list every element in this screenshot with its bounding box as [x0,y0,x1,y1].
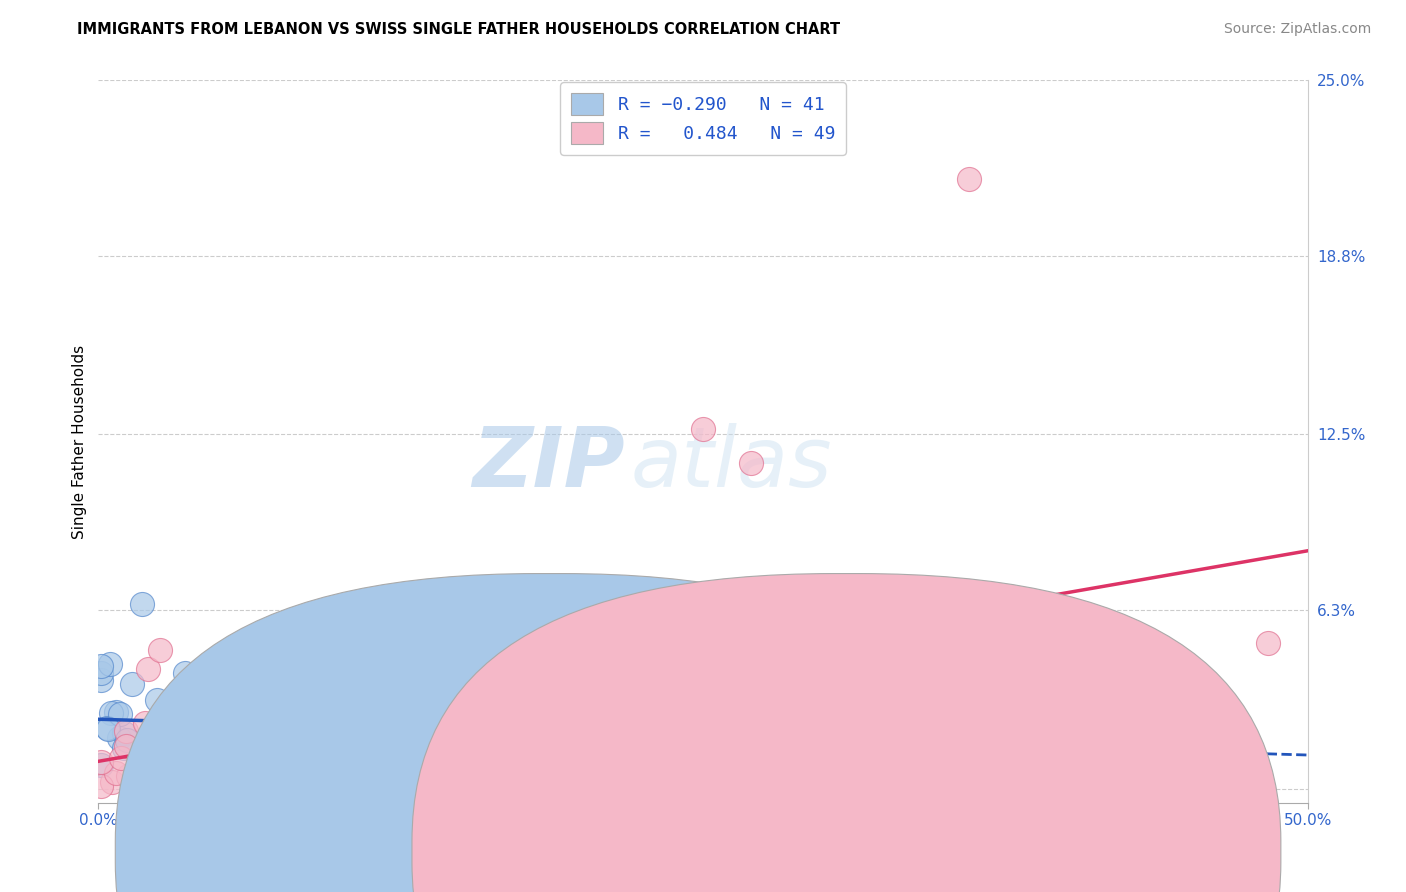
Point [142,747,165,762]
Point [364,724,387,739]
Point [225,752,247,766]
Point [821,661,844,675]
Point [250,726,273,740]
Point [117,733,139,747]
Point [478,685,501,699]
Point [98,657,121,671]
Point [725,715,748,730]
Point [174,711,197,725]
Point [90,779,112,793]
Point [422,721,444,735]
Point [224,696,246,710]
Point [759,645,782,659]
Point [252,777,274,791]
Point [134,715,156,730]
Text: atlas: atlas [630,423,832,504]
Point [104,705,127,719]
Point [844,715,866,730]
Point [1105,641,1128,656]
Point [110,751,132,765]
Point [262,747,284,762]
Point [172,779,194,793]
Point [186,738,208,752]
Point [249,748,271,763]
Point [619,648,641,662]
Point [96,721,118,735]
Point [90,673,112,687]
Point [149,642,172,657]
Point [946,615,969,630]
Point [134,773,156,788]
Point [342,669,364,683]
Point [219,779,242,793]
Point [198,779,221,793]
Point [90,658,112,673]
Point [1149,682,1171,697]
Point [630,697,652,711]
Point [181,779,204,793]
Point [104,765,127,780]
Point [195,716,218,731]
Point [117,769,139,783]
Point [316,719,339,733]
Point [90,758,112,772]
Point [112,741,135,756]
Point [128,779,150,793]
Point [408,779,430,793]
Point [160,735,183,749]
Point [186,738,208,752]
Legend: R = −0.290   N = 41, R =   0.484   N = 49: R = −0.290 N = 41, R = 0.484 N = 49 [560,82,846,155]
Point [804,779,827,793]
Point [100,775,122,789]
Point [121,677,143,691]
Point [1035,640,1057,655]
Point [90,755,112,769]
Point [114,739,136,754]
Point [174,665,197,680]
Point [112,726,135,740]
Point [262,745,284,759]
Point [526,725,548,739]
Point [229,768,252,782]
Point [108,731,131,745]
Point [110,707,132,722]
Point [159,706,181,720]
Point [232,779,254,793]
Point [225,733,247,747]
Point [957,172,980,186]
Point [297,754,319,768]
Point [531,716,554,731]
Point [329,631,352,645]
Point [146,693,169,707]
Point [136,662,159,676]
Point [100,706,122,721]
Point [692,422,714,436]
Point [184,690,207,705]
Point [553,681,575,695]
Text: IMMIGRANTS FROM LEBANON VS SWISS SINGLE FATHER HOUSEHOLDS CORRELATION CHART: IMMIGRANTS FROM LEBANON VS SWISS SINGLE … [77,22,841,37]
Point [132,779,155,793]
Point [167,720,190,734]
Point [114,723,136,738]
Point [122,779,145,793]
Text: Source: ZipAtlas.com: Source: ZipAtlas.com [1223,22,1371,37]
Point [740,456,762,470]
Point [375,726,398,740]
Text: Immigrants from Lebanon: Immigrants from Lebanon [562,843,793,861]
Point [325,738,347,752]
Text: ZIP: ZIP [472,423,624,504]
Point [931,678,953,692]
Point [1257,636,1279,650]
Point [907,723,929,738]
Point [254,730,277,744]
Point [637,673,659,687]
Point [90,666,112,681]
Text: Swiss: Swiss [858,843,920,861]
Point [97,723,120,737]
Point [433,685,456,699]
Y-axis label: Single Father Households: Single Father Households [72,344,87,539]
Point [696,718,718,732]
Point [131,598,153,612]
